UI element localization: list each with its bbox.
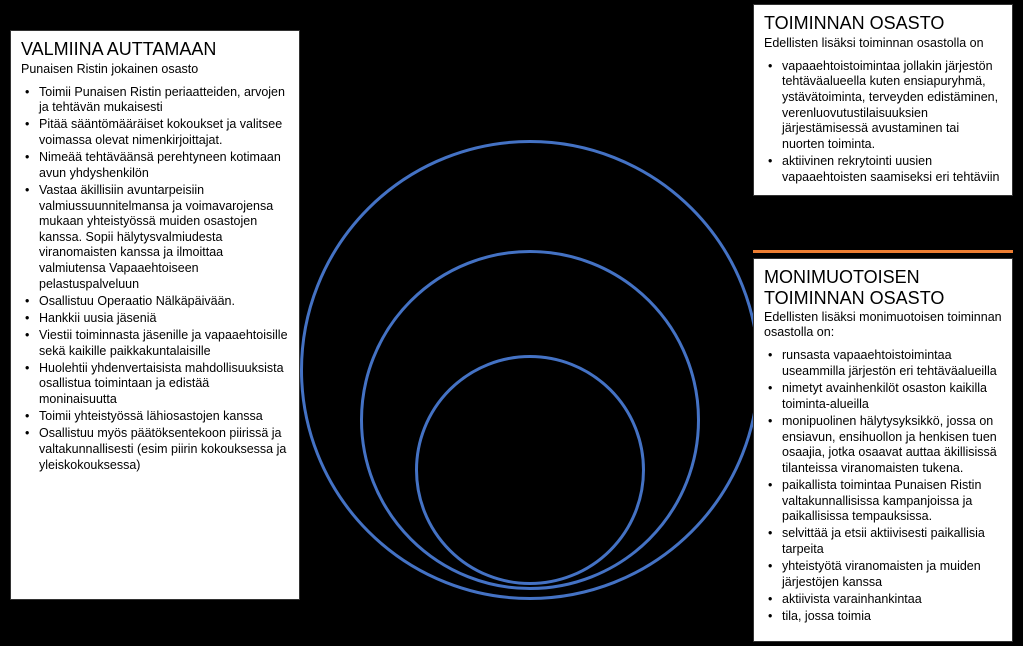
list-item: Osallistuu Operaatio Nälkäpäivään. — [25, 294, 289, 310]
panel-title: VALMIINA AUTTAMAAN — [21, 39, 289, 60]
list-item: Toimii Punaisen Ristin periaatteiden, ar… — [25, 85, 289, 116]
list-item: Vastaa äkillisiin avuntarpeisiin valmius… — [25, 183, 289, 292]
list-item: Toimii yhteistyössä lähiosastojen kanssa — [25, 409, 289, 425]
list-item: paikallista toimintaa Punaisen Ristin va… — [768, 478, 1002, 525]
list-item: nimetyt avainhenkilöt osaston kaikilla t… — [768, 381, 1002, 412]
list-item: Nimeää tehtäväänsä perehtyneen kotimaan … — [25, 150, 289, 181]
panel-subtitle: Punaisen Ristin jokainen osasto — [21, 62, 289, 77]
list-item: Osallistuu myös päätöksentekoon piirissä… — [25, 426, 289, 473]
list-item: Huolehtii yhdenvertaisista mahdollisuuks… — [25, 361, 289, 408]
inner-circle — [415, 355, 645, 585]
list-item: monipuolinen hälytysyksikkö, jossa on en… — [768, 414, 1002, 477]
panel-subtitle: Edellisten lisäksi toiminnan osastolla o… — [764, 36, 1002, 51]
list-item: tila, jossa toimia — [768, 609, 1002, 625]
list-item: runsasta vapaaehtoistoimintaa useammilla… — [768, 348, 1002, 379]
list-item: yhteistyötä viranomaisten ja muiden järj… — [768, 559, 1002, 590]
list-item: selvittää ja etsii aktiivisesti paikalli… — [768, 526, 1002, 557]
list-item: aktiivinen rekrytointi uusien vapaaehtoi… — [768, 154, 1002, 185]
panel-title: MONIMUOTOISEN TOIMINNAN OSASTO — [764, 267, 1002, 308]
panel-toiminnan-osasto: TOIMINNAN OSASTO Edellisten lisäksi toim… — [753, 4, 1013, 196]
panel-title: TOIMINNAN OSASTO — [764, 13, 1002, 34]
panel-monimuotoisen-toiminnan-osasto: MONIMUOTOISEN TOIMINNAN OSASTO Edelliste… — [753, 258, 1013, 642]
panel-list: vapaaehtoistoimintaa jollakin järjestön … — [764, 59, 1002, 186]
list-item: Hankkii uusia jäseniä — [25, 311, 289, 327]
panel-valmiina-auttamaan: VALMIINA AUTTAMAAN Punaisen Ristin jokai… — [10, 30, 300, 600]
panel-list: Toimii Punaisen Ristin periaatteiden, ar… — [21, 85, 289, 474]
panel-list: runsasta vapaaehtoistoimintaa useammilla… — [764, 348, 1002, 624]
list-item: aktiivista varainhankintaa — [768, 592, 1002, 608]
list-item: Viestii toiminnasta jäsenille ja vapaaeh… — [25, 328, 289, 359]
list-item: vapaaehtoistoimintaa jollakin järjestön … — [768, 59, 1002, 153]
panel-subtitle: Edellisten lisäksi monimuotoisen toiminn… — [764, 310, 1002, 340]
list-item: Pitää sääntömääräiset kokoukset ja valit… — [25, 117, 289, 148]
panel-divider — [753, 250, 1013, 253]
